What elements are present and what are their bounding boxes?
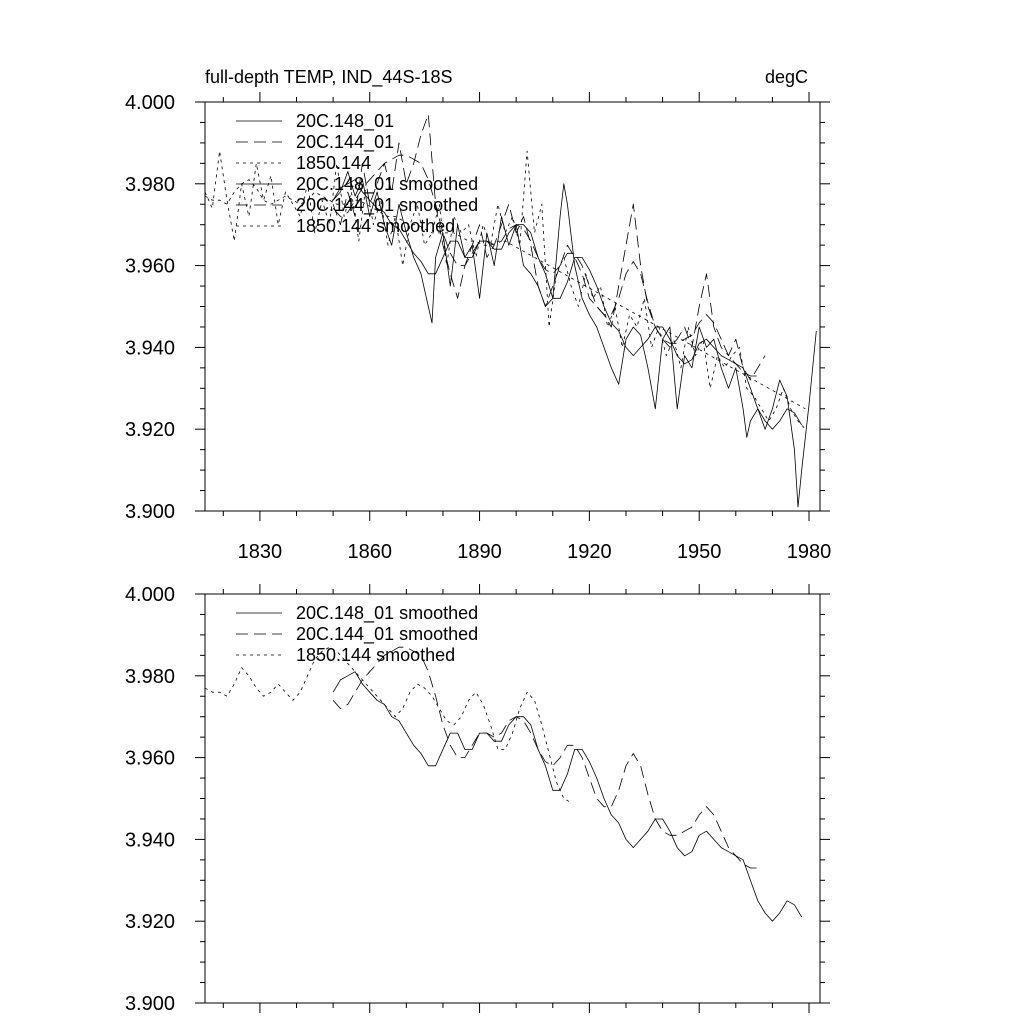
x-tick-label: 1890 xyxy=(457,541,502,563)
top-panel: full-depth TEMP, IND_44S-18S degC 3.900 3… xyxy=(125,67,831,563)
series-line-20c-148-01 xyxy=(332,171,817,508)
y-tick-label: 3.920 xyxy=(125,911,175,933)
series-line-20c-144-01-smoothed xyxy=(332,646,758,869)
series-line-1850-144 xyxy=(205,150,806,430)
chart-title: full-depth TEMP, IND_44S-18S xyxy=(205,67,452,88)
y-tick-label: 4.000 xyxy=(125,584,175,606)
legend-label: 20C.144_01 smoothed xyxy=(296,195,478,216)
series-line-1850-144-smoothed xyxy=(205,646,572,803)
series-line-20c-144-01-smoothed xyxy=(332,154,758,377)
x-tick-label: 1830 xyxy=(238,541,283,563)
y-tick-label: 4.000 xyxy=(125,92,175,114)
y-tick-label: 3.980 xyxy=(125,666,175,688)
legend-label: 20C.144_01 xyxy=(296,132,394,153)
x-tick-label: 1920 xyxy=(567,541,612,563)
series-line-20c-148-01-smoothed xyxy=(332,179,803,430)
series-group xyxy=(205,113,817,508)
y-tick-label: 3.920 xyxy=(125,419,175,441)
y-tick-label: 3.900 xyxy=(125,993,175,1015)
legend-label: 20C.148_01 smoothed xyxy=(296,603,478,624)
legend-label: 1850.144 xyxy=(296,153,371,173)
y-tick-label: 3.900 xyxy=(125,501,175,523)
bottom-panel: 3.900 3.920 3.940 3.960 3.980 4.000 20C.148_01… xyxy=(125,584,830,1015)
y-tick-label: 3.960 xyxy=(125,256,175,278)
y-tick-label: 3.940 xyxy=(125,337,175,359)
series-group xyxy=(205,646,803,922)
series-line-20c-148-01-smoothed xyxy=(332,671,803,922)
legend-label: 20C.148_01 smoothed xyxy=(296,174,478,195)
legend-label: 1850.144 smoothed xyxy=(296,216,455,236)
legend-label: 20C.148_01 xyxy=(296,111,394,132)
y-tick-label: 3.940 xyxy=(125,829,175,851)
y-tick-label: 3.980 xyxy=(125,174,175,196)
legend-label: 20C.144_01 smoothed xyxy=(296,624,478,645)
x-tick-label: 1860 xyxy=(347,541,392,563)
x-tick-label: 1950 xyxy=(677,541,722,563)
series-line-20c-144-01 xyxy=(332,113,766,381)
y-tick-label: 3.960 xyxy=(125,748,175,770)
x-tick-label: 1980 xyxy=(787,541,832,563)
units-label: degC xyxy=(765,67,808,87)
legend-label: 1850.144 smoothed xyxy=(296,645,455,665)
series-line-1850-144-smoothed xyxy=(205,179,806,410)
